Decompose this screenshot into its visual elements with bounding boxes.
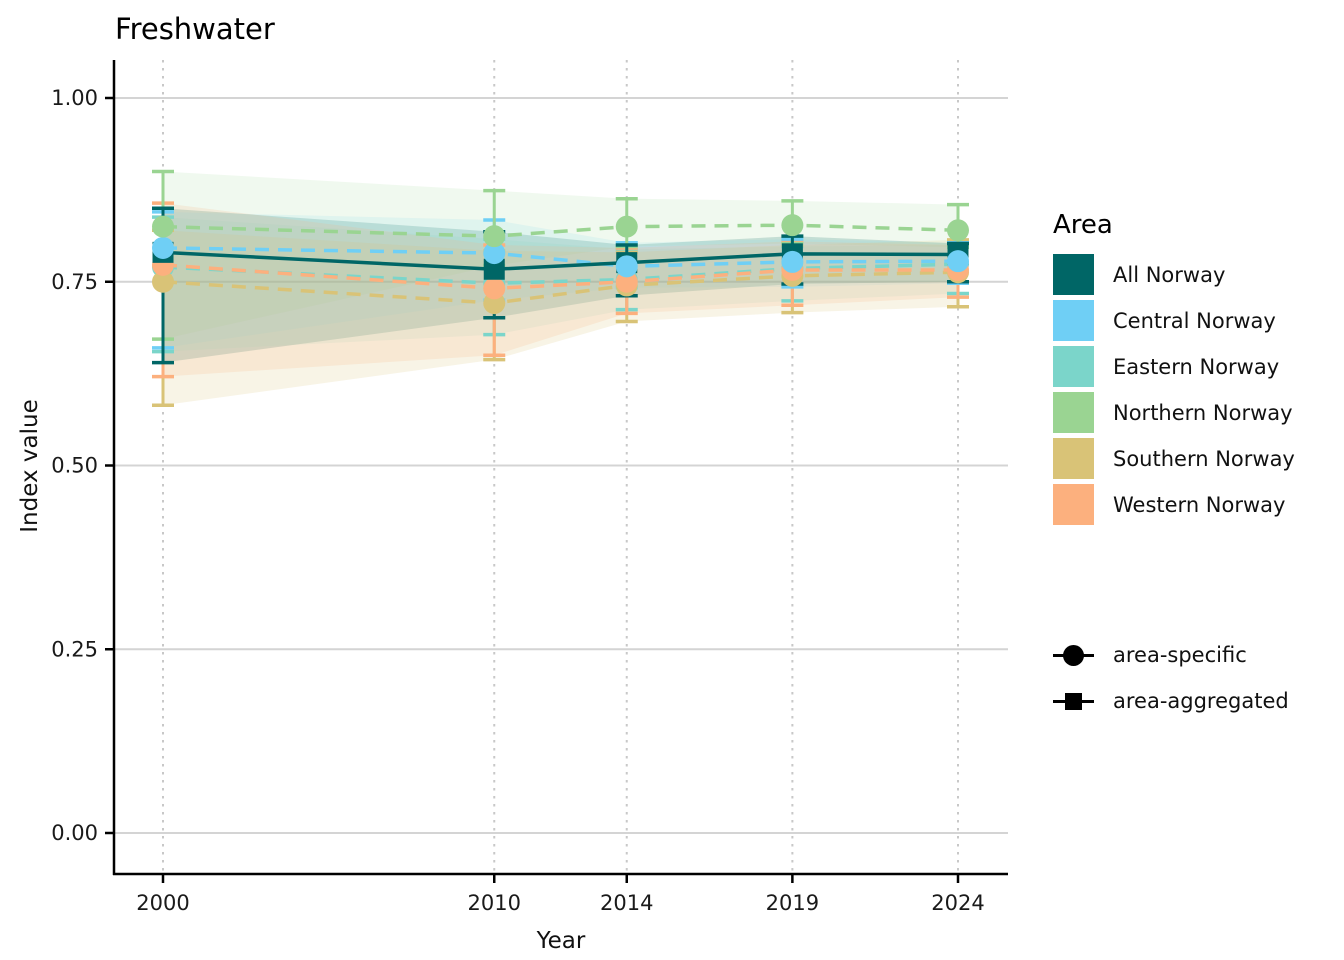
legend-area: Area All Norway Central Norway Eastern Nor… bbox=[1053, 210, 1295, 530]
legend-label: Western Norway bbox=[1113, 492, 1286, 517]
marker-central-norway bbox=[152, 236, 174, 259]
legend-swatch-all-norway bbox=[1053, 254, 1094, 295]
legend-swatch-central-norway bbox=[1053, 300, 1094, 341]
y-tick-label: 0.25 bbox=[51, 637, 98, 661]
y-tick-label: 0.00 bbox=[51, 821, 98, 845]
y-axis-title: Index value bbox=[17, 399, 43, 533]
y-tick-label: 1.00 bbox=[51, 86, 98, 110]
ribbon-southern-norway bbox=[163, 230, 958, 406]
legend-item-central-norway: Central Norway bbox=[1053, 300, 1295, 341]
axes bbox=[105, 60, 1008, 883]
legend-item-southern-norway: Southern Norway bbox=[1053, 438, 1295, 479]
legend-item-eastern-norway: Eastern Norway bbox=[1053, 346, 1295, 387]
square-marker-icon bbox=[1053, 681, 1094, 722]
chart-title: Freshwater bbox=[115, 12, 275, 46]
marker-central-norway bbox=[781, 250, 804, 273]
marker-southern-norway bbox=[152, 270, 174, 293]
marker-northern-norway bbox=[152, 215, 174, 238]
x-tick-label: 2019 bbox=[766, 891, 819, 915]
x-tick-label: 2014 bbox=[600, 891, 653, 915]
legend-area-title: Area bbox=[1053, 210, 1113, 240]
x-tick-label: 2024 bbox=[931, 891, 984, 915]
legend-label: Eastern Norway bbox=[1113, 354, 1280, 379]
legend-area-keys: All Norway Central Norway Eastern Norway No… bbox=[1053, 254, 1295, 525]
marker-northern-norway bbox=[781, 214, 804, 237]
y-tick-label: 0.75 bbox=[51, 270, 98, 294]
legend-item-area-aggregated: area-aggregated bbox=[1053, 678, 1289, 724]
marker-central-norway bbox=[615, 255, 638, 278]
marker-western-norway bbox=[615, 270, 638, 293]
gridlines bbox=[114, 60, 1008, 872]
marker-western-norway bbox=[483, 277, 506, 300]
legend-swatch-southern-norway bbox=[1053, 438, 1094, 479]
legend-label: Central Norway bbox=[1113, 308, 1276, 333]
legend-label: area-specific bbox=[1113, 643, 1247, 667]
markers bbox=[152, 214, 969, 315]
x-tick-label: 2000 bbox=[136, 891, 189, 915]
legend-swatch-western-norway bbox=[1053, 484, 1094, 525]
legend-swatch-northern-norway bbox=[1053, 392, 1094, 433]
legend-swatch-eastern-norway bbox=[1053, 346, 1094, 387]
ribbon-northern-norway bbox=[163, 171, 958, 340]
x-tick-label: 2010 bbox=[468, 891, 521, 915]
marker-northern-norway bbox=[615, 215, 638, 238]
marker-all-norway bbox=[483, 258, 505, 280]
legend-item-western-norway: Western Norway bbox=[1053, 484, 1295, 525]
marker-northern-norway bbox=[483, 225, 506, 248]
ribbon-western-norway bbox=[163, 203, 958, 377]
legend-label: All Norway bbox=[1113, 262, 1226, 287]
legend-label: Northern Norway bbox=[1113, 400, 1293, 425]
legend-label: area-aggregated bbox=[1113, 689, 1289, 713]
legend-item-all-norway: All Norway bbox=[1053, 254, 1295, 295]
marker-central-norway bbox=[947, 250, 969, 273]
legend-type: area-specific area-aggregated bbox=[1053, 632, 1289, 724]
x-axis-title: Year bbox=[536, 928, 586, 954]
marker-central-norway bbox=[483, 242, 506, 265]
axis-tick-labels: 0.00 0.25 0.50 0.75 1.00 2000 2010 2014 2019 2024 bbox=[51, 86, 984, 915]
legend-item-northern-norway: Northern Norway bbox=[1053, 392, 1295, 433]
legend-label: Southern Norway bbox=[1113, 446, 1295, 471]
circle-marker-icon bbox=[1053, 635, 1094, 676]
marker-northern-norway bbox=[947, 219, 969, 242]
y-tick-label: 0.50 bbox=[51, 454, 98, 478]
legend-item-area-specific: area-specific bbox=[1053, 632, 1289, 678]
legend-type-keys: area-specific area-aggregated bbox=[1053, 632, 1289, 724]
